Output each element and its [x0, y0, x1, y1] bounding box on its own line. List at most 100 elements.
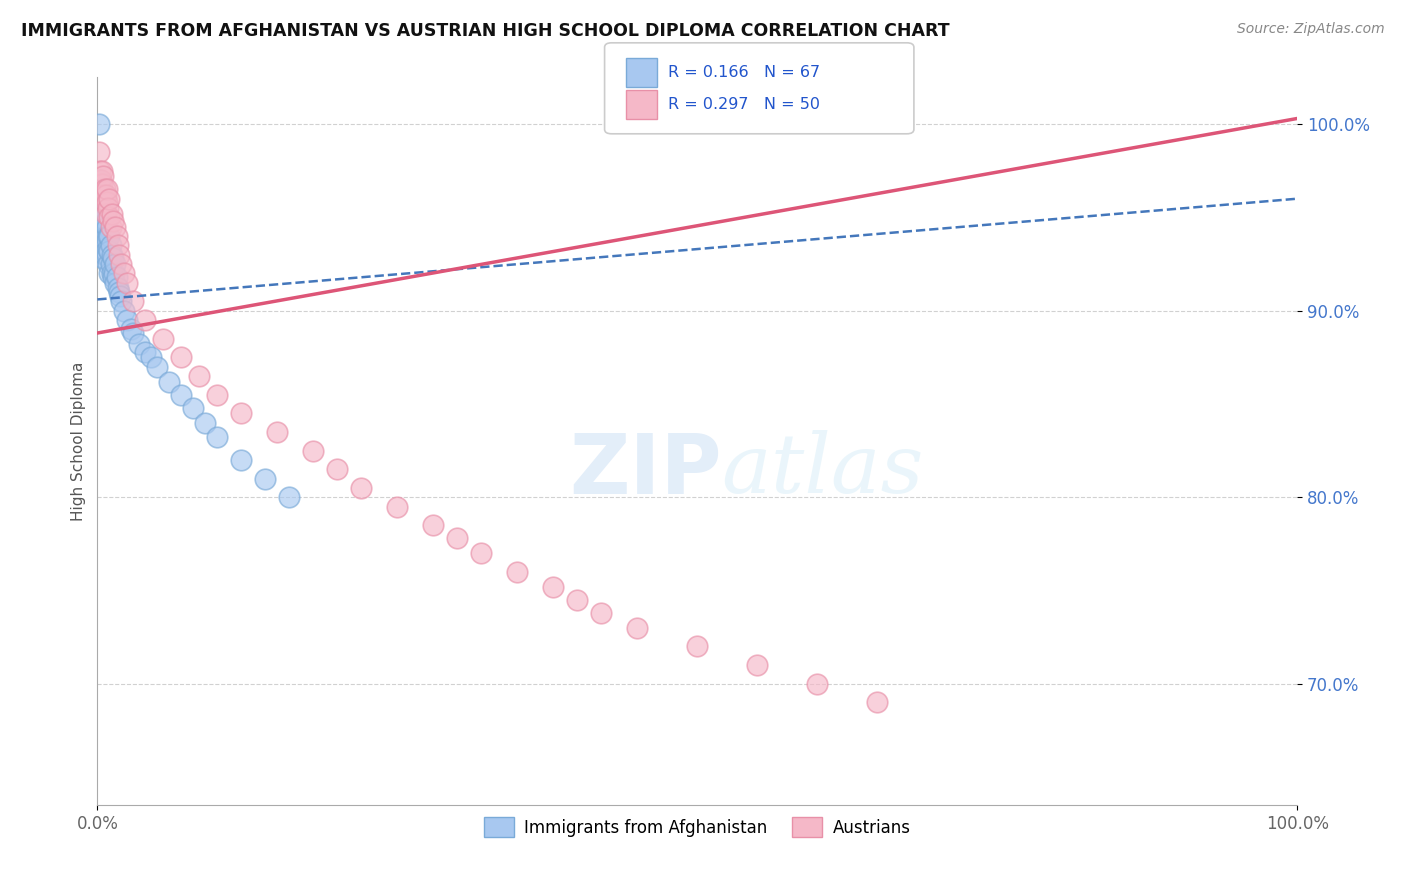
Point [122, 294, 145, 309]
Text: atlas: atlas [721, 430, 924, 510]
Point [93, 233, 115, 247]
Point [146, 359, 169, 374]
Point [96, 248, 118, 262]
Point [97, 201, 120, 215]
Point [93, 214, 115, 228]
Point [302, 443, 325, 458]
Point [326, 462, 349, 476]
Point [87, 145, 110, 159]
Y-axis label: High School Diploma: High School Diploma [72, 361, 86, 521]
Point [91, 206, 114, 220]
Point [387, 500, 409, 514]
Point [806, 677, 828, 691]
Point [188, 368, 211, 383]
Point [543, 580, 565, 594]
Point [96, 182, 118, 196]
Point [350, 481, 373, 495]
Text: IMMIGRANTS FROM AFGHANISTAN VS AUSTRIAN HIGH SCHOOL DIPLOMA CORRELATION CHART: IMMIGRANTS FROM AFGHANISTAN VS AUSTRIAN … [21, 22, 949, 40]
Point [93, 169, 115, 184]
Point [105, 270, 128, 285]
Point [470, 546, 492, 560]
Point [134, 313, 156, 327]
Point [101, 214, 124, 228]
Point [93, 225, 115, 239]
Point [96, 233, 118, 247]
Point [117, 276, 139, 290]
Point [98, 229, 121, 244]
Point [91, 163, 114, 178]
Point [101, 252, 124, 266]
Text: R = 0.297   N = 50: R = 0.297 N = 50 [668, 97, 820, 112]
Point [117, 313, 139, 327]
Point [104, 276, 127, 290]
Point [94, 188, 117, 202]
Point [100, 257, 122, 271]
Point [134, 344, 156, 359]
Point [97, 257, 120, 271]
Point [91, 177, 114, 191]
Point [110, 294, 132, 309]
Text: ZIP: ZIP [569, 430, 721, 511]
Point [100, 206, 122, 220]
Point [112, 303, 135, 318]
Point [231, 406, 253, 420]
Point [98, 192, 121, 206]
Point [141, 351, 163, 365]
Point [93, 248, 115, 262]
Point [157, 375, 180, 389]
Point [89, 195, 111, 210]
Point [94, 229, 117, 244]
Point [567, 592, 589, 607]
Point [98, 266, 121, 280]
Point [90, 195, 112, 210]
Point [183, 401, 205, 415]
Point [87, 117, 110, 131]
Point [94, 206, 117, 220]
Point [100, 266, 122, 280]
Point [93, 219, 115, 234]
Point [100, 219, 122, 234]
Point [591, 606, 613, 620]
Point [254, 471, 277, 485]
Point [506, 565, 529, 579]
Point [94, 244, 117, 258]
Point [107, 281, 129, 295]
Point [422, 518, 444, 533]
Point [122, 326, 145, 340]
Point [446, 531, 468, 545]
Point [89, 182, 111, 196]
Point [866, 695, 889, 709]
Point [87, 195, 110, 210]
Point [105, 229, 128, 244]
Text: R = 0.166   N = 67: R = 0.166 N = 67 [668, 65, 820, 79]
Point [93, 238, 115, 252]
Point [91, 238, 114, 252]
Point [686, 640, 709, 654]
Point [97, 242, 120, 256]
Point [170, 351, 193, 365]
Point [89, 173, 111, 187]
Point [93, 182, 115, 196]
Point [152, 332, 174, 346]
Point [89, 229, 111, 244]
Point [93, 195, 115, 210]
Point [103, 266, 125, 280]
Point [626, 621, 648, 635]
Point [266, 425, 288, 439]
Point [91, 192, 114, 206]
Point [90, 238, 112, 252]
Point [207, 387, 229, 401]
Point [97, 229, 120, 244]
Point [90, 206, 112, 220]
Point [91, 219, 114, 234]
Point [108, 289, 131, 303]
Point [93, 195, 115, 210]
Text: Source: ZipAtlas.com: Source: ZipAtlas.com [1237, 22, 1385, 37]
Point [100, 238, 122, 252]
Point [112, 266, 135, 280]
Point [231, 453, 253, 467]
Point [747, 658, 769, 673]
Point [87, 173, 110, 187]
Point [98, 211, 121, 225]
Point [96, 219, 118, 234]
